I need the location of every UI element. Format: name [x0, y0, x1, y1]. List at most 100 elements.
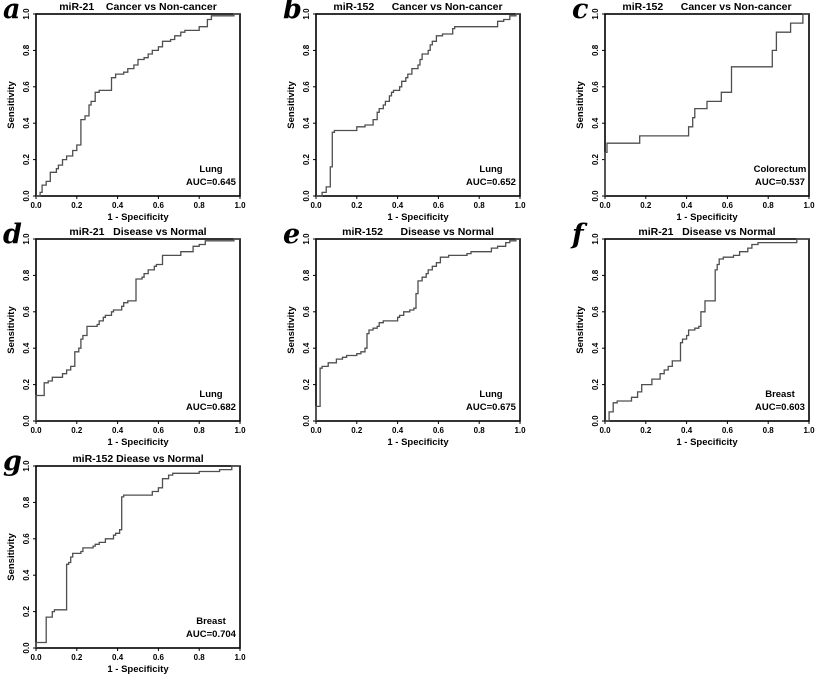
x-tick-label: 0.2 — [71, 653, 83, 662]
y-tick-label: 0.2 — [22, 605, 31, 617]
y-tick-label: 1.0 — [22, 233, 31, 245]
roc-panel-g: g miR-152 Diease vs Normal 0.0 0.2 0.4 0.6 0.… — [0, 446, 255, 680]
x-tick-label: 0.4 — [681, 426, 693, 435]
y-tick-label: 0.2 — [591, 153, 600, 165]
x-tick-label: 0.0 — [30, 201, 42, 210]
y-tick-label: 0.4 — [591, 342, 600, 354]
panel-title: miR-21 Disease vs Normal — [638, 226, 775, 238]
roc-curve — [605, 238, 809, 422]
x-tick-label: 0.2 — [71, 201, 83, 210]
roc-plot-f: miR-21 Disease vs Normal 0.0 0.2 0.4 0.6 0.8 1… — [575, 226, 815, 448]
y-tick-label: 0.8 — [591, 44, 600, 56]
roc-panel-d: d miR-21 Disease vs Normal 0.0 0.2 0.4 0.6 0.… — [0, 219, 255, 453]
x-tick-label: 0.6 — [153, 426, 165, 435]
x-tick-label: 0.6 — [433, 426, 445, 435]
x-tick-label: 0.4 — [681, 201, 693, 210]
x-tick-label: 1.0 — [514, 426, 526, 435]
roc-curve — [316, 13, 520, 197]
y-axis-label: Sensitivity — [575, 306, 586, 354]
y-axis-label: Sensitivity — [286, 306, 297, 354]
plot-frame — [35, 13, 241, 197]
tissue-label: Lung — [199, 164, 222, 175]
y-tick-label: 0.4 — [591, 117, 600, 129]
x-tick-label: 1.0 — [803, 201, 815, 210]
panel-title: miR-152 Cancer vs Non-cancer — [622, 1, 791, 13]
plot-frame — [604, 13, 810, 197]
x-tick-label: 0.2 — [351, 426, 363, 435]
y-tick-label: 1.0 — [591, 8, 600, 20]
x-tick-label: 0.8 — [763, 201, 775, 210]
tissue-label: Breast — [196, 616, 226, 627]
roc-plot-e: miR-152 Disease vs Normal 0.0 0.2 0.4 0.6 0.8… — [286, 226, 526, 448]
roc-panel-c: c miR-152 Cancer vs Non-cancer 0.0 0.2 0.4 0… — [569, 0, 824, 228]
auc-label: AUC=0.704 — [186, 629, 237, 640]
y-tick-label: 0.8 — [22, 269, 31, 281]
y-tick-label: 0.4 — [302, 342, 311, 354]
y-tick-label: 0.0 — [22, 415, 31, 427]
y-tick-label: 0.4 — [302, 117, 311, 129]
auc-label: AUC=0.537 — [755, 177, 805, 188]
y-axis-label: Sensitivity — [6, 81, 17, 129]
y-tick-label: 0.0 — [591, 415, 600, 427]
plot-frame — [35, 465, 241, 649]
x-tick-label: 0.2 — [71, 426, 83, 435]
x-tick-label: 1.0 — [234, 653, 246, 662]
panel-letter-e: e — [283, 219, 301, 250]
y-tick-label: 0.6 — [22, 306, 31, 318]
x-tick-label: 0.2 — [351, 201, 363, 210]
panel-letter-a: a — [3, 0, 21, 25]
y-tick-label: 0.2 — [22, 153, 31, 165]
roc-plot-b: miR-152 Cancer vs Non-cancer 0.0 0.2 0.4 0.6… — [286, 1, 526, 223]
y-tick-label: 0.8 — [22, 496, 31, 508]
y-tick-label: 0.6 — [591, 306, 600, 318]
auc-label: AUC=0.682 — [186, 402, 236, 413]
x-tick-label: 0.6 — [722, 426, 734, 435]
panel-letter-c: c — [572, 0, 589, 25]
x-axis-label: 1 - Specificity — [107, 437, 169, 448]
x-tick-label: 0.0 — [30, 653, 42, 662]
x-tick-label: 1.0 — [234, 426, 246, 435]
y-tick-label: 1.0 — [22, 460, 31, 472]
y-tick-label: 0.0 — [22, 642, 31, 654]
roc-plot-g: miR-152 Diease vs Normal 0.0 0.2 0.4 0.6 0.8 1… — [6, 453, 246, 675]
x-tick-label: 0.8 — [194, 653, 206, 662]
x-tick-label: 0.0 — [30, 426, 42, 435]
auc-label: AUC=0.652 — [466, 177, 516, 188]
y-tick-label: 0.0 — [591, 190, 600, 202]
x-tick-label: 0.8 — [194, 426, 206, 435]
x-tick-label: 0.4 — [392, 201, 404, 210]
x-axis-label: 1 - Specificity — [107, 664, 169, 675]
tissue-label: Colorectum — [754, 164, 807, 175]
x-tick-label: 0.8 — [763, 426, 775, 435]
roc-panel-e: e miR-152 Disease vs Normal 0.0 0.2 0.4 0.6 0… — [280, 219, 535, 453]
x-tick-label: 0.8 — [474, 426, 486, 435]
y-axis-label: Sensitivity — [286, 81, 297, 129]
x-tick-label: 0.0 — [599, 426, 611, 435]
x-tick-label: 1.0 — [234, 201, 246, 210]
y-tick-label: 0.6 — [22, 533, 31, 545]
tissue-label: Lung — [479, 389, 502, 400]
y-tick-label: 0.6 — [302, 81, 311, 93]
y-tick-label: 0.8 — [302, 269, 311, 281]
y-axis-label: Sensitivity — [6, 306, 17, 354]
y-tick-label: 0.6 — [302, 306, 311, 318]
x-tick-label: 0.6 — [153, 653, 165, 662]
x-tick-label: 0.4 — [112, 201, 124, 210]
roc-curve — [604, 13, 809, 196]
x-tick-label: 0.0 — [599, 201, 611, 210]
x-tick-label: 1.0 — [803, 426, 815, 435]
y-tick-label: 0.6 — [591, 81, 600, 93]
y-tick-label: 0.2 — [302, 378, 311, 390]
tissue-label: Breast — [765, 389, 795, 400]
x-tick-label: 0.6 — [722, 201, 734, 210]
y-tick-label: 0.4 — [22, 342, 31, 354]
y-tick-label: 1.0 — [591, 233, 600, 245]
y-tick-label: 0.4 — [22, 569, 31, 581]
panel-letter-g: g — [3, 446, 22, 477]
plot-frame — [315, 238, 521, 422]
y-tick-label: 0.2 — [22, 378, 31, 390]
roc-plot-c: miR-152 Cancer vs Non-cancer 0.0 0.2 0.4 0.6… — [575, 1, 815, 223]
auc-label: AUC=0.645 — [186, 177, 237, 188]
x-tick-label: 1.0 — [514, 201, 526, 210]
